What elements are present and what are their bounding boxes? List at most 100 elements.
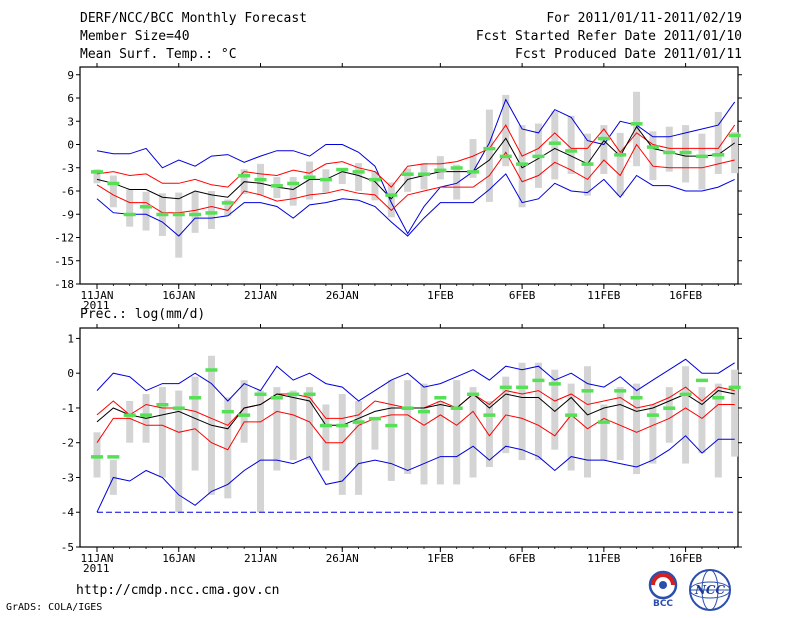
y-tick-label: 6	[67, 92, 74, 105]
ensemble-box	[633, 383, 641, 474]
ensemble-box	[338, 394, 346, 495]
median-marker	[597, 136, 610, 141]
ensemble-box	[420, 163, 428, 190]
member-size: Member Size=40	[80, 29, 190, 44]
min-line	[96, 173, 735, 237]
ensemble-box	[649, 131, 657, 181]
median-marker	[679, 150, 692, 155]
ensemble-box	[665, 126, 673, 172]
ensemble-box	[518, 125, 526, 208]
ensemble-box	[191, 191, 199, 233]
median-marker	[565, 149, 578, 153]
ensemble-box	[485, 401, 493, 468]
x-tick-label: 6FEB	[509, 289, 536, 302]
ensemble-mean-line	[96, 125, 735, 200]
median-marker	[189, 396, 202, 400]
median-marker	[352, 170, 365, 174]
x-tick-label: 11JAN	[80, 289, 113, 302]
median-marker	[123, 212, 136, 217]
ensemble-box	[306, 387, 314, 461]
ensemble-box	[175, 192, 183, 258]
ensemble-box	[404, 380, 412, 474]
ensemble-box	[93, 432, 101, 478]
ensemble-box	[224, 199, 232, 216]
ensemble-box	[567, 383, 575, 471]
median-marker	[712, 396, 725, 400]
median-marker	[450, 406, 463, 410]
ensemble-box	[126, 189, 134, 227]
y-tick-label: -18	[54, 278, 74, 291]
x-tick-label: 1FEB	[427, 552, 454, 565]
ensemble-box	[485, 109, 493, 202]
median-marker	[156, 402, 169, 407]
y-tick-label: -1	[61, 402, 74, 415]
ensemble-box	[600, 125, 608, 174]
median-marker	[270, 396, 283, 400]
median-marker	[614, 153, 627, 157]
ensemble-box	[731, 369, 739, 457]
ensemble-box	[338, 171, 346, 185]
median-marker	[630, 396, 643, 400]
ensemble-box	[191, 376, 199, 471]
ensemble-box	[469, 387, 477, 478]
ensemble-box	[175, 390, 183, 513]
ensemble-box	[665, 387, 673, 443]
y-tick-label: -9	[61, 208, 74, 221]
median-marker	[532, 378, 545, 383]
median-marker	[319, 423, 332, 428]
ensemble-box	[158, 387, 166, 478]
ensemble-box	[567, 115, 575, 174]
ensemble-box	[355, 401, 363, 495]
y-tick-label: -6	[61, 185, 74, 198]
y-tick-label: 3	[67, 115, 74, 128]
median-marker	[91, 170, 103, 174]
median-marker	[254, 177, 267, 182]
ensemble-box	[518, 362, 526, 461]
x-tick-label: 16FEB	[669, 552, 702, 565]
median-marker	[450, 166, 463, 170]
forecast-started-date: Fcst Started Refer Date 2011/01/10	[475, 29, 742, 44]
median-marker	[695, 154, 708, 159]
median-marker	[467, 170, 480, 174]
ensemble-box	[616, 387, 624, 461]
y-tick-label: -3	[61, 162, 74, 175]
median-marker	[483, 146, 496, 151]
ensemble-box	[257, 390, 264, 513]
median-marker	[418, 409, 430, 414]
median-marker	[385, 423, 398, 428]
median-marker	[614, 389, 627, 393]
median-marker	[679, 392, 692, 397]
ensemble-box	[502, 94, 510, 167]
median-marker	[646, 413, 659, 417]
median-marker	[548, 382, 561, 386]
median-marker	[140, 413, 153, 417]
y-tick-label: 0	[67, 139, 74, 152]
min-line	[96, 435, 735, 513]
median-marker	[434, 168, 447, 173]
y-tick-label: 0	[67, 367, 74, 380]
y-tick-label: -12	[54, 232, 74, 245]
ensemble-box	[469, 139, 477, 178]
median-marker	[418, 172, 430, 176]
x-tick-label: 1FEB	[427, 289, 454, 302]
x-tick-label: 16JAN	[162, 552, 195, 565]
ensemble-box	[453, 164, 461, 200]
x-tick-label: 21JAN	[244, 289, 277, 302]
median-marker	[238, 174, 251, 178]
median-marker	[303, 175, 316, 180]
ensemble-box	[698, 387, 706, 454]
y-tick-label: -4	[61, 506, 75, 519]
median-marker	[319, 177, 332, 182]
median-marker	[565, 413, 578, 417]
y-tick-label: -2	[61, 437, 74, 450]
x-tick-label: 16JAN	[162, 289, 195, 302]
ensemble-box	[240, 380, 248, 443]
x-tick-label: 11JAN	[80, 552, 113, 565]
y-tick-label: 1	[67, 332, 74, 345]
ensemble-box	[714, 383, 722, 478]
ensemble-box	[322, 404, 330, 471]
bcc-logo-text: BCC	[653, 599, 673, 608]
y-tick-label: 9	[67, 69, 74, 82]
